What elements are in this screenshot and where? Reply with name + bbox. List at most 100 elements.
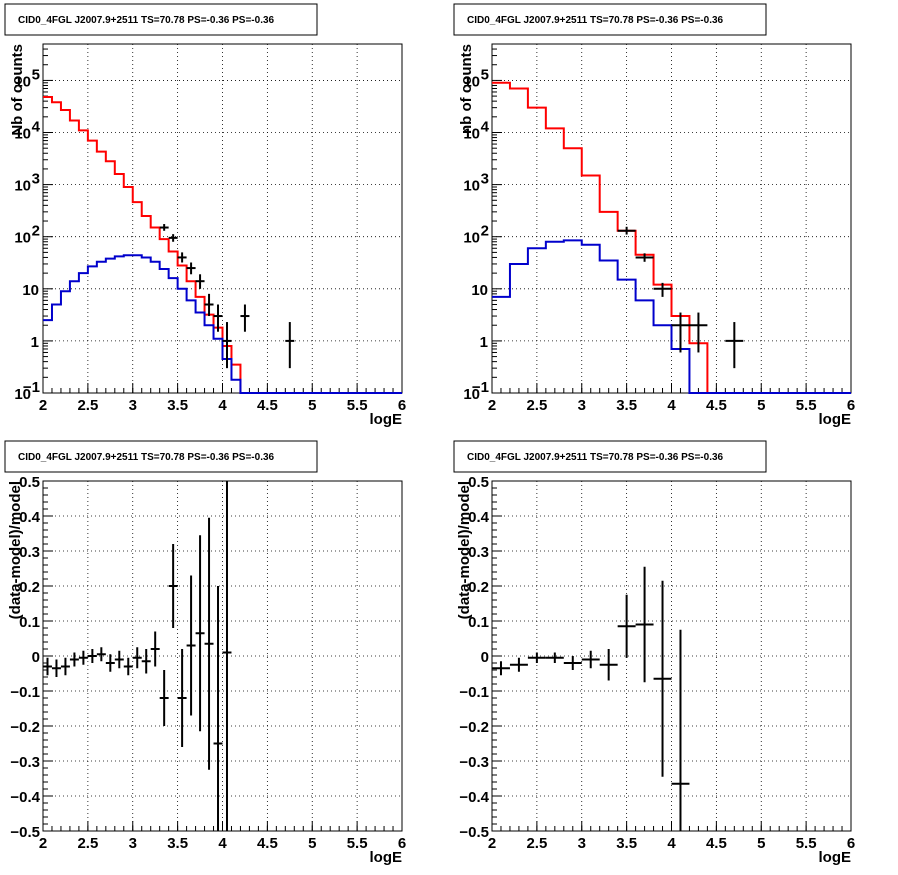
title-box (453, 3, 767, 36)
y-tick-label: 10 (463, 386, 480, 403)
y-tick-label: 10 (14, 73, 31, 90)
x-axis-label: logE (819, 411, 852, 428)
y-tick-exponent: 5 (32, 66, 40, 83)
x-tick-label: 4.5 (706, 835, 727, 852)
x-tick-label: 3.5 (616, 835, 637, 852)
y-tick-label: 10 (14, 230, 31, 247)
y-tick-label: −0.4 (10, 789, 40, 806)
y-tick-label: 10 (14, 126, 31, 143)
y-tick-label: 0.4 (468, 509, 490, 526)
y-tick-exponent: −1 (23, 379, 40, 396)
y-tick-label: −0.5 (459, 824, 489, 841)
y-tick-label: 1 (31, 334, 39, 351)
histogram-series (43, 254, 402, 394)
x-tick-label: 4 (667, 397, 676, 414)
x-tick-label: 5.5 (347, 835, 368, 852)
x-tick-label: 5 (308, 397, 316, 414)
x-tick-label: 3 (578, 835, 586, 852)
y-tick-label: 0.5 (468, 474, 489, 491)
x-tick-label: 4 (218, 835, 227, 852)
y-tick-exponent: 3 (32, 171, 40, 188)
y-tick-label: 10 (14, 386, 31, 403)
x-tick-label: 5 (757, 835, 765, 852)
y-tick-label: 1 (480, 334, 488, 351)
y-tick-label: 10 (463, 178, 480, 195)
x-tick-label: 2 (39, 835, 47, 852)
x-axis-label: logE (370, 411, 403, 428)
x-tick-label: 6 (847, 835, 855, 852)
y-tick-exponent: 4 (481, 119, 490, 136)
x-tick-label: 3 (578, 397, 586, 414)
x-tick-label: 2.5 (526, 835, 547, 852)
title-box (4, 3, 318, 36)
x-tick-label: 2.5 (526, 397, 547, 414)
y-tick-label: −0.5 (10, 824, 40, 841)
y-tick-label: −0.2 (10, 719, 40, 736)
x-tick-label: 2 (39, 397, 47, 414)
plot-frame (491, 480, 852, 832)
y-tick-label: 10 (463, 73, 480, 90)
chart-title: CID0_4FGL J2007.9+2511 TS=70.78 PS=-0.36… (18, 452, 275, 463)
y-tick-label: −0.3 (10, 754, 40, 771)
x-tick-label: 6 (398, 835, 406, 852)
x-tick-label: 3 (129, 397, 137, 414)
y-tick-label: 10 (471, 282, 488, 299)
y-tick-label: 0.2 (19, 579, 40, 596)
y-tick-label: 10 (463, 230, 480, 247)
x-tick-label: 6 (398, 397, 406, 414)
x-tick-label: 5.5 (796, 835, 817, 852)
y-axis-label: (data-model)/model (7, 481, 24, 619)
x-tick-label: 5.5 (796, 397, 817, 414)
x-tick-label: 6 (847, 397, 855, 414)
y-tick-exponent: 5 (481, 66, 489, 83)
x-tick-label: 3.5 (616, 397, 637, 414)
x-tick-label: 3 (129, 835, 137, 852)
x-tick-label: 2.5 (77, 835, 98, 852)
x-tick-label: 2.5 (77, 397, 98, 414)
x-tick-label: 5.5 (347, 397, 368, 414)
y-tick-label: 0.5 (19, 474, 40, 491)
x-tick-label: 5 (308, 835, 316, 852)
histogram-series (492, 239, 851, 394)
y-tick-exponent: 3 (481, 171, 489, 188)
y-tick-exponent: 2 (481, 223, 489, 240)
y-tick-label: −0.2 (459, 719, 489, 736)
x-tick-label: 2 (488, 835, 496, 852)
x-axis-label: logE (819, 849, 852, 866)
y-tick-exponent: 4 (32, 119, 41, 136)
y-tick-label: 0.1 (19, 614, 40, 631)
plot-frame (42, 480, 403, 832)
y-tick-label: 0.2 (468, 579, 489, 596)
y-tick-label: −0.4 (459, 789, 489, 806)
x-axis-label: logE (370, 849, 403, 866)
y-tick-label: 10 (22, 282, 39, 299)
pad-bottom-right: CID0_4FGL J2007.9+2511 TS=70.78 PS=-0.36… (453, 440, 855, 866)
chart-title: CID0_4FGL J2007.9+2511 TS=70.78 PS=-0.36… (18, 15, 275, 26)
y-tick-exponent: 2 (32, 223, 40, 240)
title-box (453, 440, 767, 473)
y-axis-label: Nb of counts (9, 44, 26, 136)
title-box (4, 440, 318, 473)
y-tick-exponent: −1 (472, 379, 489, 396)
y-tick-label: 0 (481, 649, 489, 666)
x-tick-label: 3.5 (167, 397, 188, 414)
chart-title: CID0_4FGL J2007.9+2511 TS=70.78 PS=-0.36… (467, 452, 724, 463)
x-tick-label: 4.5 (706, 397, 727, 414)
y-tick-label: 10 (463, 126, 480, 143)
x-tick-label: 5 (757, 397, 765, 414)
y-tick-label: −0.1 (10, 684, 40, 701)
y-tick-label: 0.3 (19, 544, 40, 561)
pad-top-left: CID0_4FGL J2007.9+2511 TS=70.78 PS=-0.36… (4, 3, 406, 428)
pad-bottom-left: CID0_4FGL J2007.9+2511 TS=70.78 PS=-0.36… (4, 440, 406, 866)
y-tick-label: −0.1 (459, 684, 489, 701)
y-tick-label: 10 (14, 178, 31, 195)
x-tick-label: 3.5 (167, 835, 188, 852)
x-tick-label: 4 (218, 397, 227, 414)
y-tick-label: 0.3 (468, 544, 489, 561)
y-tick-label: −0.3 (459, 754, 489, 771)
y-tick-label: 0.1 (468, 614, 489, 631)
y-tick-label: 0 (32, 649, 40, 666)
